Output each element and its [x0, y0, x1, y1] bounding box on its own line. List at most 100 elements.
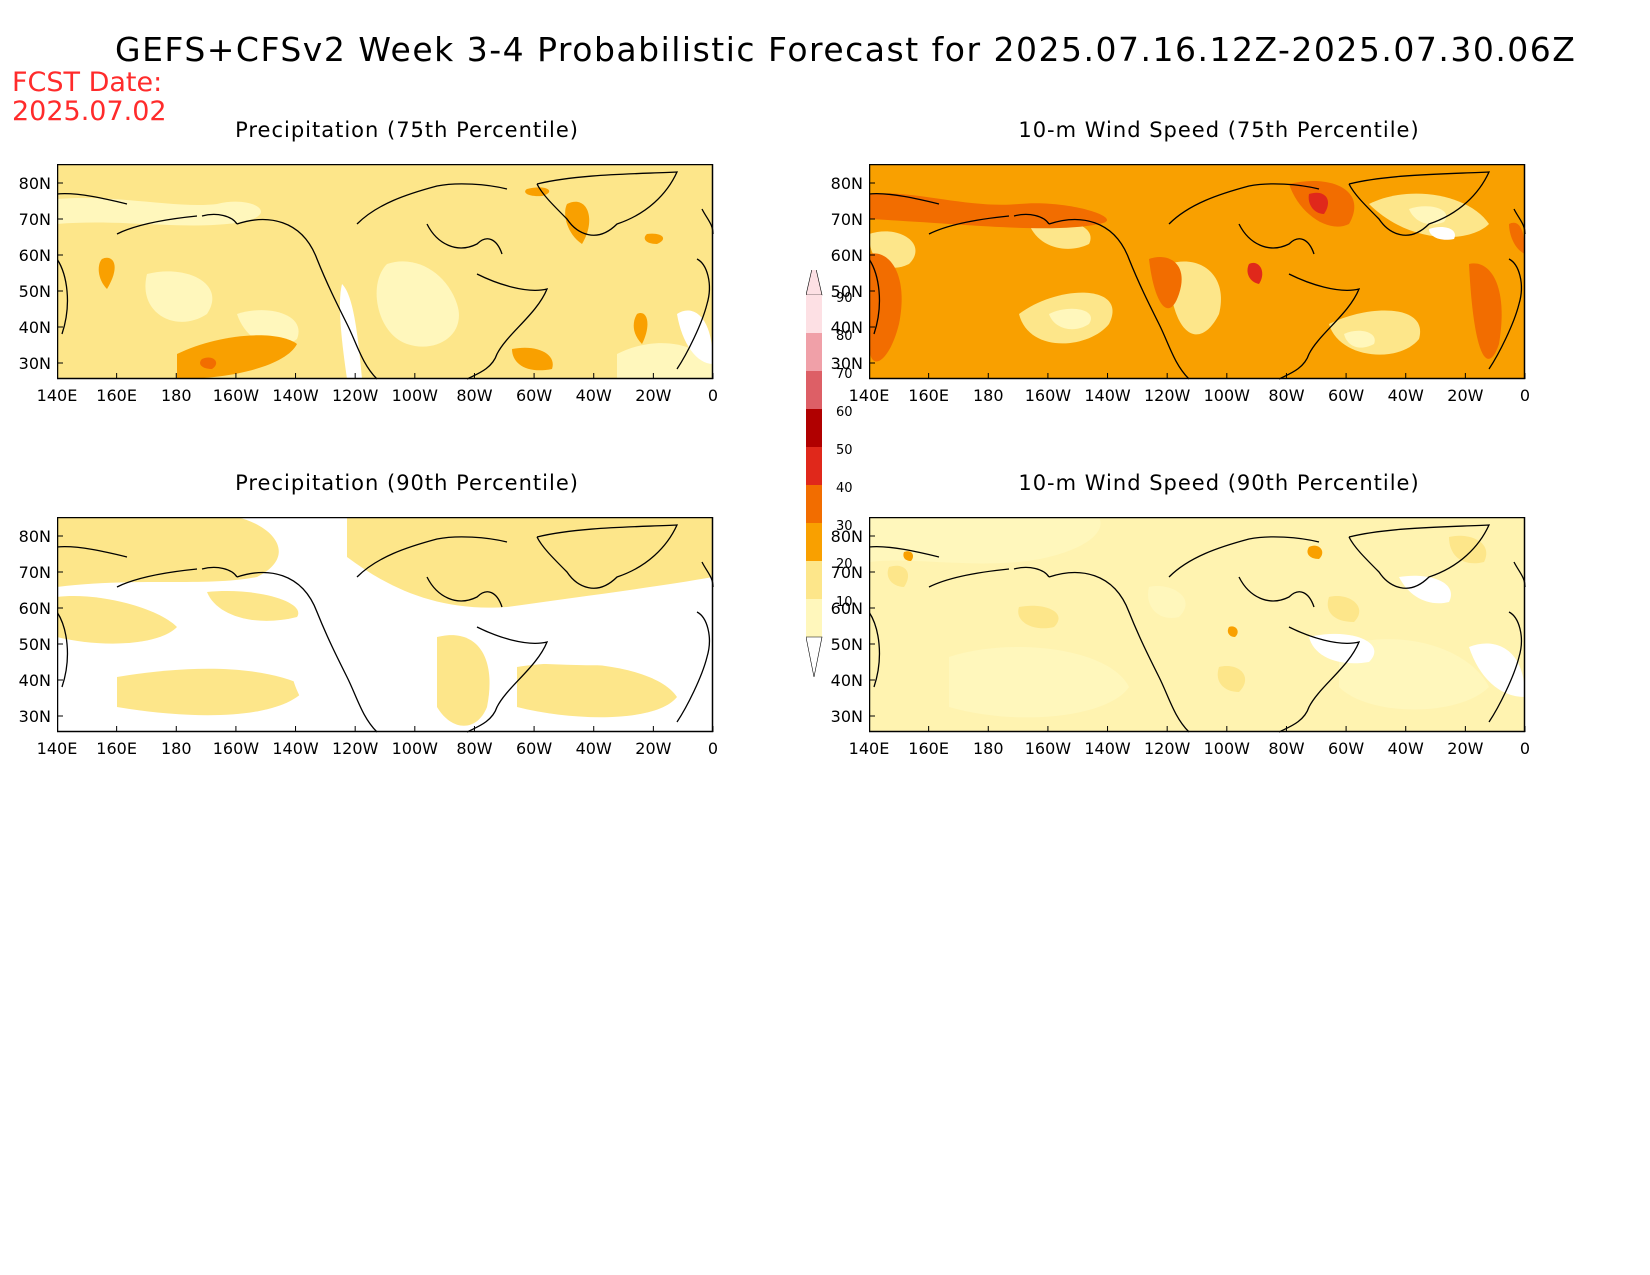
x-tick-label: 160E — [96, 386, 137, 405]
coastline — [869, 193, 940, 205]
x-tick-label: 120W — [331, 739, 379, 758]
map-frame — [57, 164, 714, 380]
coastline — [1348, 171, 1491, 236]
coastline — [57, 258, 69, 335]
probability-contour — [633, 313, 648, 344]
colorbar-label: 50 — [836, 443, 853, 458]
x-tick-label: 0 — [1519, 739, 1531, 758]
probability-contour — [1169, 261, 1221, 335]
coastline — [57, 611, 69, 688]
probability-contour — [1469, 263, 1502, 359]
probability-contour — [617, 343, 713, 379]
x-tick-label: 140W — [1084, 739, 1131, 758]
coastline — [426, 576, 503, 608]
x-tick-label: 120W — [331, 386, 379, 405]
probability-contour — [949, 647, 1129, 718]
coastline — [1488, 258, 1523, 370]
probability-contour — [376, 261, 459, 347]
y-tick-label: 50N — [18, 282, 51, 301]
x-tick-label: 0 — [707, 386, 719, 405]
x-tick-label: 20W — [1447, 386, 1484, 405]
map-canvas — [57, 517, 714, 733]
coastline — [1168, 536, 1320, 578]
x-tick-label: 160W — [212, 386, 260, 405]
coastline — [57, 193, 128, 205]
y-tick-label: 50N — [830, 282, 863, 301]
coastline — [466, 273, 549, 380]
probability-contour — [1409, 206, 1447, 225]
coastline — [116, 215, 198, 235]
y-tick-label: 30N — [830, 354, 863, 373]
x-tick-label: 80W — [456, 386, 493, 405]
x-tick-label: 60W — [1327, 739, 1365, 758]
x-tick-label: 60W — [1327, 386, 1365, 405]
x-tick-label: 140W — [1084, 386, 1131, 405]
probability-contour — [1509, 222, 1525, 254]
x-tick-label: 180 — [160, 386, 192, 405]
x-tick-label: 100W — [391, 739, 438, 758]
colorbar-swatch — [806, 295, 822, 333]
colorbar-svg — [806, 270, 823, 678]
coastline — [676, 258, 711, 370]
panel-title: 10-m Wind Speed (75th Percentile) — [1018, 118, 1420, 142]
x-tick-label: 140E — [848, 739, 890, 758]
coastline — [1278, 273, 1361, 380]
map-frame — [869, 517, 1526, 733]
colorbar-swatch — [806, 599, 822, 637]
probability-contour — [1307, 545, 1323, 559]
probability-contour — [903, 551, 914, 561]
map-canvas — [869, 517, 1526, 733]
probability-contour — [57, 596, 177, 644]
probability-contour — [644, 233, 664, 244]
y-tick-label: 60N — [18, 246, 51, 265]
map-canvas — [57, 164, 714, 380]
probability-contour — [1018, 605, 1059, 629]
colorbar-bottom-arrow — [806, 636, 823, 678]
colorbar-swatch — [806, 371, 822, 409]
colorbar-swatch — [806, 561, 822, 599]
x-tick-label: 0 — [1519, 386, 1531, 405]
map-frame — [57, 517, 714, 733]
x-tick-label: 0 — [707, 739, 719, 758]
colorbar-label: 90 — [836, 291, 853, 306]
x-tick-label: 80W — [1268, 386, 1305, 405]
colorbar-label: 30 — [836, 519, 853, 534]
coastline — [536, 524, 679, 589]
probability-contour — [1148, 586, 1186, 618]
x-tick-label: 100W — [391, 386, 438, 405]
coastline — [869, 611, 881, 688]
coastline — [1278, 626, 1361, 733]
y-tick-label: 70N — [18, 210, 51, 229]
probability-contour — [1344, 330, 1375, 348]
probability-contour — [1217, 666, 1246, 692]
coastline — [356, 183, 508, 225]
probability-contour-low — [1399, 575, 1451, 604]
coastline — [57, 546, 128, 558]
panel-precip-90: Precipitation (90th Percentile) 80N 70N 60… — [19, 471, 757, 763]
probability-contour — [117, 668, 307, 716]
coastline — [1238, 576, 1315, 608]
x-tick-label: 20W — [635, 386, 672, 405]
coastline — [1048, 218, 1190, 380]
probability-contour — [207, 591, 299, 621]
coastline — [426, 223, 503, 255]
x-tick-label: 40W — [575, 739, 612, 758]
forecast-date-block: FCST Date: 2025.07.02 — [12, 68, 167, 126]
y-tick-label: 70N — [18, 563, 51, 582]
coastline — [1238, 223, 1315, 255]
colorbar: 90 80 70 60 50 40 30 20 10 — [806, 270, 876, 680]
main-title: GEFS+CFSv2 Week 3-4 Probabilistic Foreca… — [115, 30, 1577, 69]
coastline — [1348, 524, 1491, 589]
coastline — [116, 568, 198, 588]
x-tick-label: 160W — [212, 739, 260, 758]
map-frame — [869, 164, 1526, 380]
colorbar-swatch — [806, 485, 822, 523]
x-tick-label: 180 — [972, 386, 1004, 405]
x-tick-label: 160E — [908, 386, 949, 405]
y-tick-label: 80N — [18, 174, 51, 193]
panel-wind-90: 10-m Wind Speed (90th Percentile) 80N 70N… — [831, 471, 1569, 763]
probability-contour-low — [289, 613, 437, 732]
panel-title: 10-m Wind Speed (90th Percentile) — [1018, 471, 1420, 495]
y-tick-label: 80N — [830, 174, 863, 193]
x-tick-label: 120W — [1143, 386, 1191, 405]
